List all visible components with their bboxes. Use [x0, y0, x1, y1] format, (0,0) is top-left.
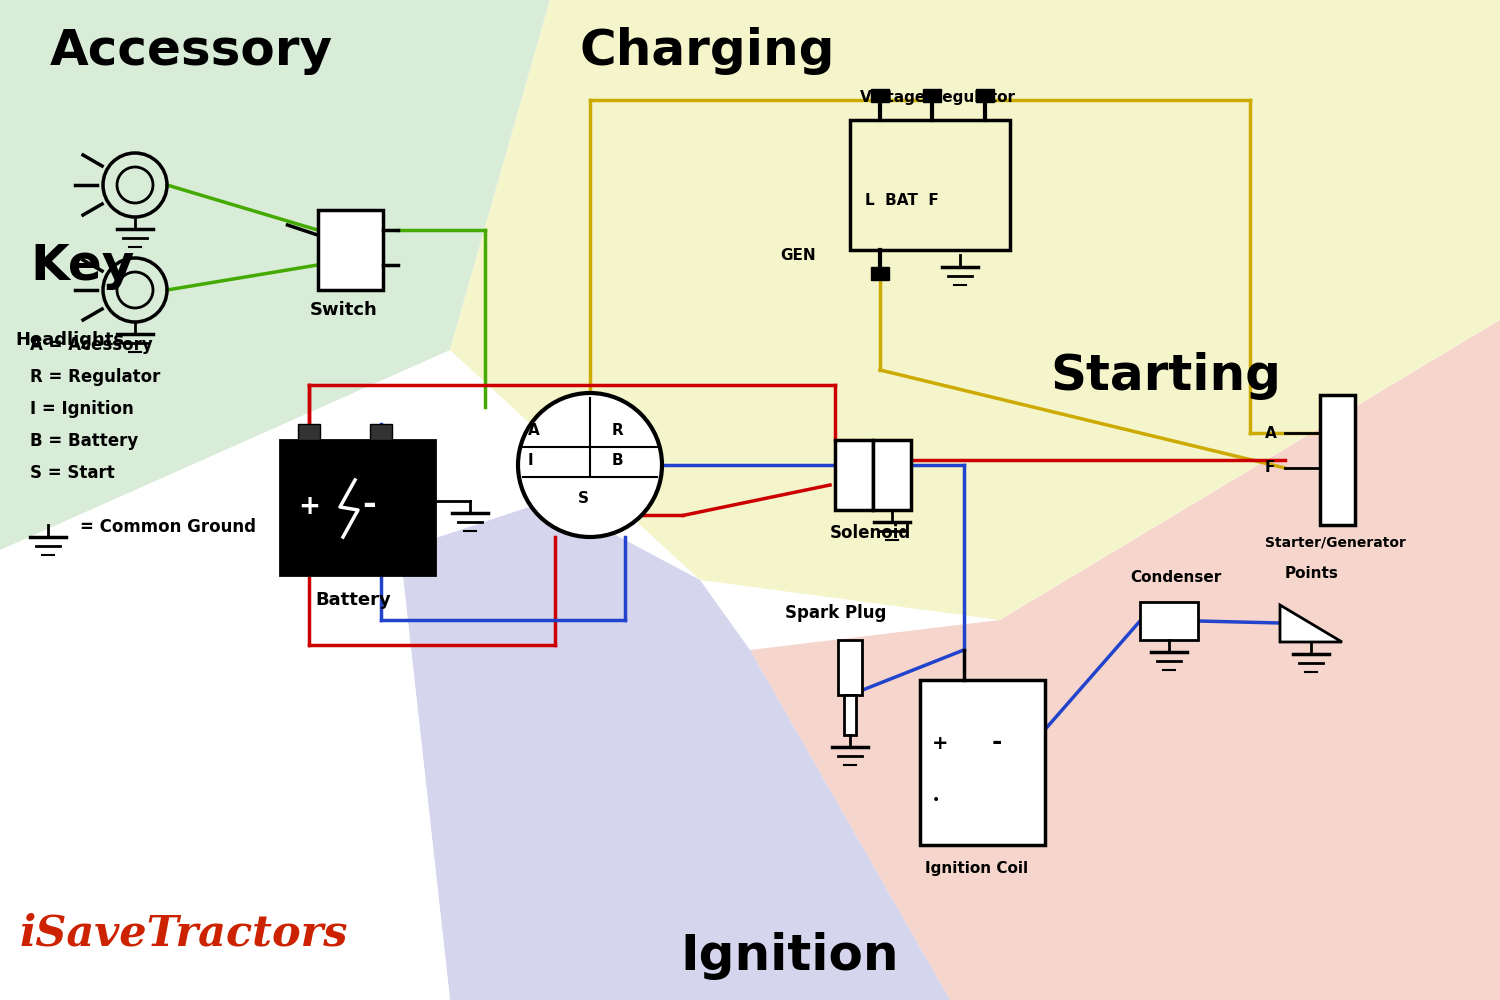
- Text: A: A: [528, 423, 540, 438]
- Text: B = Battery: B = Battery: [30, 432, 138, 450]
- Text: I = Ignition: I = Ignition: [30, 400, 134, 418]
- Text: +: +: [298, 494, 320, 520]
- Text: •: •: [932, 793, 940, 807]
- Text: Switch: Switch: [310, 301, 378, 319]
- Text: Key: Key: [30, 242, 135, 290]
- Bar: [920, 680, 1046, 845]
- Text: = Common Ground: = Common Ground: [80, 518, 256, 536]
- Bar: [871, 267, 889, 280]
- Polygon shape: [750, 320, 1500, 1000]
- Bar: [318, 210, 382, 290]
- Text: Starter/Generator: Starter/Generator: [1264, 536, 1406, 550]
- Polygon shape: [0, 0, 550, 550]
- Text: R: R: [612, 423, 624, 438]
- Bar: [850, 120, 1010, 250]
- Polygon shape: [450, 0, 1500, 620]
- Polygon shape: [0, 550, 450, 1000]
- Text: A: A: [1264, 426, 1276, 441]
- Text: iSaveTractors: iSaveTractors: [20, 912, 348, 954]
- Text: Accessory: Accessory: [50, 27, 333, 75]
- Text: Ignition Coil: Ignition Coil: [926, 861, 1028, 876]
- Bar: [839, 640, 862, 695]
- Bar: [844, 695, 856, 735]
- Bar: [298, 424, 320, 440]
- Text: Headlights: Headlights: [15, 331, 125, 349]
- Text: I: I: [528, 453, 534, 468]
- Text: Charging: Charging: [580, 27, 836, 75]
- Bar: [922, 89, 940, 102]
- Text: Points: Points: [1286, 566, 1340, 581]
- Text: R = Regulator: R = Regulator: [30, 368, 160, 386]
- Text: S: S: [578, 491, 590, 506]
- Circle shape: [518, 393, 662, 537]
- Bar: [976, 89, 994, 102]
- Bar: [370, 424, 392, 440]
- Polygon shape: [1280, 605, 1342, 642]
- Text: GEN: GEN: [780, 248, 816, 263]
- Polygon shape: [400, 500, 950, 1000]
- Text: -: -: [362, 488, 375, 521]
- Text: +: +: [932, 734, 948, 753]
- Text: -: -: [992, 730, 1002, 754]
- Text: Ignition: Ignition: [680, 932, 898, 980]
- Text: Spark Plug: Spark Plug: [784, 604, 886, 622]
- Text: Battery: Battery: [315, 591, 390, 609]
- Text: Voltage Regulator: Voltage Regulator: [859, 90, 1016, 105]
- Bar: [873, 440, 910, 510]
- Text: B: B: [612, 453, 624, 468]
- Bar: [1140, 602, 1198, 640]
- Text: Solenoid: Solenoid: [830, 524, 910, 542]
- Bar: [836, 440, 873, 510]
- Text: F: F: [1264, 460, 1275, 475]
- Text: S = Start: S = Start: [30, 464, 114, 482]
- Text: Starting: Starting: [1050, 352, 1281, 400]
- Bar: [1320, 395, 1354, 525]
- Bar: [871, 89, 889, 102]
- Bar: [280, 440, 435, 575]
- Text: L  BAT  F: L BAT F: [865, 193, 939, 208]
- Text: Condenser: Condenser: [1130, 570, 1221, 585]
- Text: A = Acessory: A = Acessory: [30, 336, 153, 354]
